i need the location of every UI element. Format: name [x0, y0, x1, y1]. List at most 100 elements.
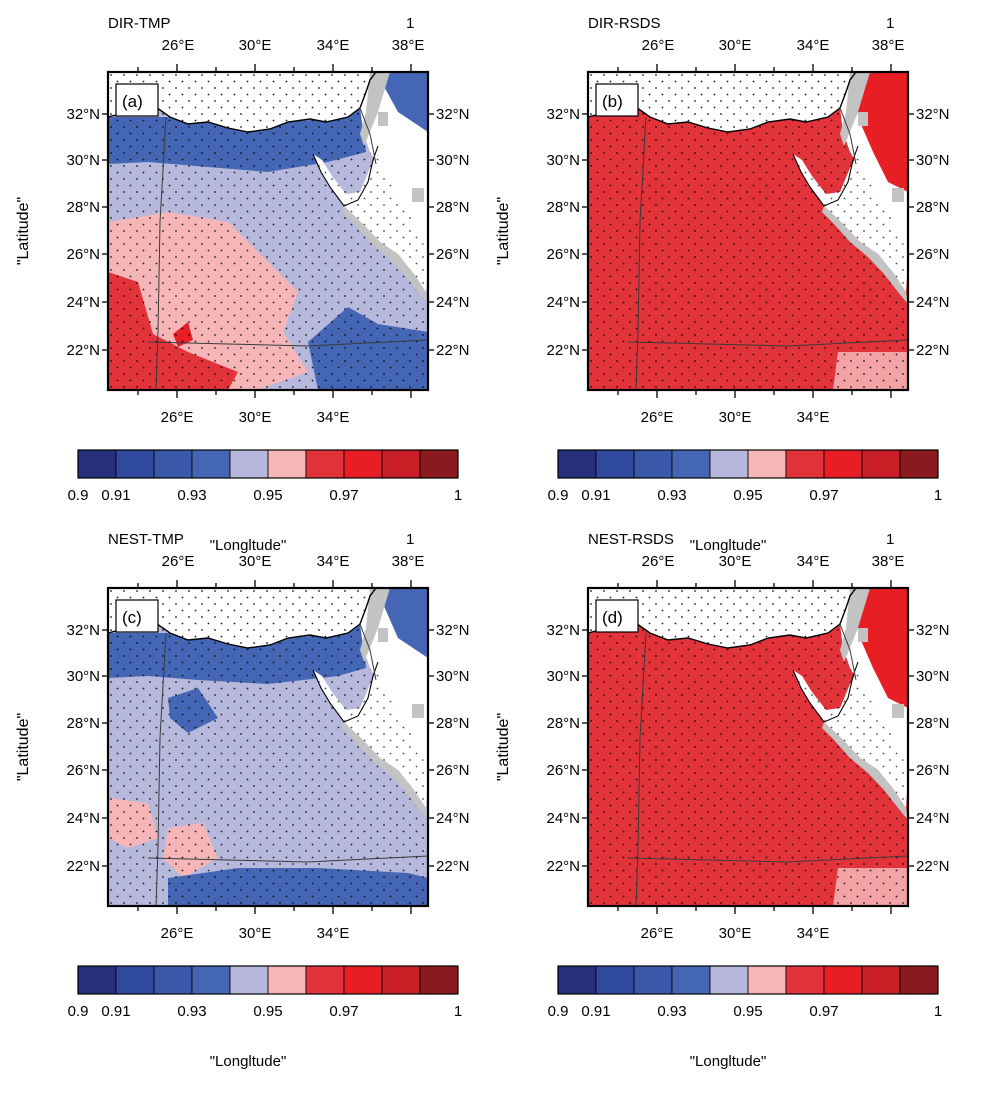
left-lat-tick-label: 32°N [66, 622, 100, 639]
colorbar-tick-label: 0.9 [548, 1003, 569, 1020]
colorbar-segment [153, 965, 193, 995]
colorbar-segment [671, 965, 711, 995]
left-lat-tick-label: 28°N [546, 715, 580, 732]
panel-corner-label: 1 [406, 531, 414, 548]
top-lon-tick-label: 34°E [317, 37, 350, 54]
colorbar-segment [823, 965, 863, 995]
right-lat-tick-label: 26°N [436, 762, 470, 779]
top-lon-tick-label: 38°E [872, 37, 905, 54]
panel-corner-label: 1 [886, 531, 894, 548]
colorbar-segment [381, 449, 421, 479]
colorbar-tick-label: 0.93 [657, 1003, 686, 1020]
panel-title: NEST-RSDS [588, 531, 674, 548]
colorbar-tick-label: 0.97 [329, 1003, 358, 1020]
map-frame [106, 70, 430, 392]
top-lon-tick-label: 38°E [872, 553, 905, 570]
colorbar-segment [305, 449, 345, 479]
colorbar-segment [557, 965, 597, 995]
right-lat-tick-label: 30°N [436, 668, 470, 685]
colorbar-tick-label: 0.91 [581, 1003, 610, 1020]
colorbar-segment [305, 965, 345, 995]
colorbar-tick-label: 0.9 [68, 487, 89, 504]
bottom-lon-tick-label: 30°E [239, 925, 272, 942]
top-lon-tick-label: 26°E [162, 37, 195, 54]
top-lon-tick-label: 34°E [317, 553, 350, 570]
panel-tag: (c) [122, 608, 142, 627]
colorbar-segment [267, 965, 307, 995]
colorbar-tick-label: 0.97 [329, 487, 358, 504]
left-lat-tick-label: 24°N [546, 810, 580, 827]
colorbar-segment [747, 965, 787, 995]
panel-title: DIR-RSDS [588, 15, 661, 32]
right-lat-tick-label: 32°N [436, 106, 470, 123]
colorbar-segment [229, 449, 269, 479]
colorbar-tick-label: 0.9 [68, 1003, 89, 1020]
left-lat-tick-label: 24°N [66, 810, 100, 827]
right-lat-tick-label: 30°N [436, 152, 470, 169]
right-lat-tick-label: 22°N [916, 858, 950, 875]
map-area-d [588, 588, 908, 906]
left-lat-tick-label: 24°N [546, 294, 580, 311]
colorbar: 0.9 0.91 0.93 0.95 0.97 1 [68, 449, 462, 504]
top-lon-tick-label: 34°E [797, 37, 830, 54]
colorbar-segment [595, 965, 635, 995]
colorbar-segment [861, 449, 901, 479]
colorbar-segment [77, 449, 117, 479]
bottom-lon-tick-label: 30°E [719, 925, 752, 942]
left-lat-tick-label: 22°N [546, 858, 580, 875]
colorbar-tick-label: 0.91 [581, 487, 610, 504]
colorbar-tick-label: 0.91 [101, 1003, 130, 1020]
right-lat-tick-label: 26°N [916, 246, 950, 263]
colorbar: 0.9 0.91 0.93 0.95 0.97 1 [548, 449, 942, 504]
colorbar-segment [191, 965, 231, 995]
colorbar-segment [115, 965, 155, 995]
colorbar-tick-label: 1 [454, 1003, 462, 1020]
left-lat-tick-label: 22°N [66, 342, 100, 359]
map-area-c [108, 588, 428, 906]
map-panel-d: NEST-RSDS 1 (d) 26°E 30°E 34°E 38°E 26°E 30°E 34°… [495, 531, 950, 1070]
bottom-lon-tick-label: 30°E [239, 409, 272, 426]
right-lat-tick-label: 24°N [916, 294, 950, 311]
panel-tag: (a) [122, 92, 143, 111]
colorbar-segment [153, 449, 193, 479]
left-lat-tick-label: 30°N [66, 668, 100, 685]
left-lat-tick-label: 28°N [66, 715, 100, 732]
panel-tag-box [115, 599, 159, 633]
colorbar-tick-label: 0.93 [657, 487, 686, 504]
right-lat-tick-label: 26°N [436, 246, 470, 263]
colorbar-segment [709, 449, 749, 479]
colorbar-segment [381, 965, 421, 995]
top-lon-tick-label: 30°E [719, 553, 752, 570]
colorbar-segment [785, 965, 825, 995]
map-area-a [108, 72, 428, 390]
left-lat-tick-label: 30°N [546, 152, 580, 169]
colorbar-frame [557, 449, 939, 479]
x-axis-label: "Longltude" [210, 537, 287, 554]
colorbar-tick-label: 0.95 [733, 487, 762, 504]
x-axis-label: "Longltude" [690, 537, 767, 554]
colorbar-segment [229, 965, 269, 995]
bottom-lon-tick-label: 26°E [641, 409, 674, 426]
panel-title: NEST-TMP [108, 531, 184, 548]
left-lat-tick-label: 26°N [66, 246, 100, 263]
panel-tag: (b) [602, 92, 623, 111]
left-lat-tick-label: 32°N [546, 106, 580, 123]
colorbar-tick-label: 0.93 [177, 1003, 206, 1020]
y-axis-label: "Latitude" [495, 713, 512, 781]
colorbar-segment [633, 449, 673, 479]
colorbar-segment [861, 965, 901, 995]
y-axis-label: "Latitude" [495, 197, 512, 265]
bottom-lon-tick-label: 26°E [161, 925, 194, 942]
map-frame [586, 70, 910, 392]
colorbar-segment [77, 965, 117, 995]
top-lon-tick-label: 30°E [239, 37, 272, 54]
map-frame [106, 586, 430, 908]
left-lat-tick-label: 28°N [66, 199, 100, 216]
colorbar-frame [77, 965, 459, 995]
bottom-lon-tick-label: 26°E [161, 409, 194, 426]
y-axis-label: "Latitude" [15, 713, 32, 781]
colorbar-segment [419, 449, 459, 479]
x-axis-label: "Longltude" [690, 1053, 767, 1070]
colorbar-segment [267, 449, 307, 479]
colorbar-tick-label: 0.97 [809, 487, 838, 504]
